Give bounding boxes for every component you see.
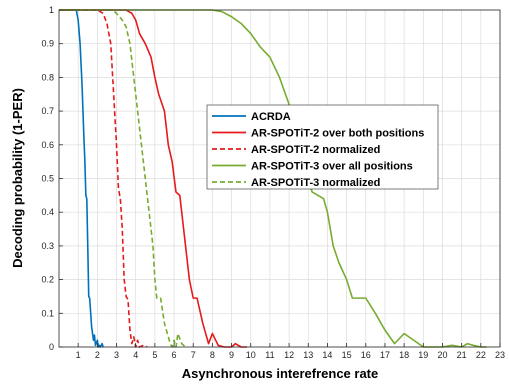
legend: ACRDA AR-SPOTiT-2 over both positions AR-S… — [206, 104, 439, 190]
series-line-1 — [59, 9, 247, 348]
x-tick-label: 1 — [76, 350, 81, 360]
x-tick-label: 16 — [361, 350, 371, 360]
x-axis-label: Asynchronous interefrence rate — [182, 366, 379, 381]
x-tick-label: 4 — [133, 350, 138, 360]
y-tick-label: 0.5 — [41, 174, 54, 184]
legend-box — [206, 104, 439, 190]
x-tick-label: 2 — [95, 350, 100, 360]
series-line-2 — [59, 9, 148, 348]
y-tick-label: 0 — [49, 342, 54, 352]
x-tick-label: 17 — [380, 350, 390, 360]
x-tick-label: 12 — [284, 350, 294, 360]
x-tick-label: 13 — [303, 350, 313, 360]
y-tick-label: 0.1 — [41, 308, 54, 318]
x-tick-label: 8 — [210, 350, 215, 360]
y-tick-label: 0.8 — [41, 72, 54, 82]
x-tick-label: 15 — [342, 350, 352, 360]
legend-label-4: AR-SPOTiT-3 normalized — [251, 177, 380, 189]
x-tick-label: 9 — [229, 350, 234, 360]
x-tick-label: 21 — [457, 350, 467, 360]
x-tick-label: 3 — [114, 350, 119, 360]
x-tick-label: 20 — [437, 350, 447, 360]
x-tick-label: 5 — [152, 350, 157, 360]
legend-label-2: AR-SPOTiT-2 normalized — [251, 144, 380, 156]
x-tick-label: 11 — [265, 350, 274, 360]
x-tick-label: 10 — [246, 350, 256, 360]
x-tick-label: 14 — [322, 350, 332, 360]
x-tick-label: 23 — [495, 350, 505, 360]
y-tick-label: 0.4 — [41, 207, 54, 217]
x-tick-label: 19 — [418, 350, 428, 360]
y-tick-label: 0.3 — [41, 241, 54, 251]
y-tick-label: 0.2 — [41, 275, 54, 285]
legend-label-0: ACRDA — [251, 111, 291, 123]
y-tick-label: 0.7 — [41, 106, 54, 116]
x-tick-label: 6 — [172, 350, 177, 360]
x-tick-label: 18 — [399, 350, 409, 360]
y-tick-label: 1 — [49, 5, 54, 15]
x-tick-label: 7 — [191, 350, 196, 360]
y-tick-label: 0.6 — [41, 140, 54, 150]
y-axis-label: Decoding probability (1-PER) — [10, 88, 25, 268]
y-tick-labels: 0 0.1 0.2 0.3 0.4 0.5 0.6 0.7 0.8 0.9 1 — [41, 5, 63, 352]
series-line-0 — [59, 9, 104, 348]
y-tick-label: 0.9 — [41, 39, 54, 49]
x-tick-labels: 1 2 3 4 5 6 7 8 9 10 11 12 13 14 15 16 17 18 19 20 21 22 23 — [76, 343, 505, 360]
legend-label-1: AR-SPOTiT-2 over both positions — [251, 128, 424, 140]
legend-label-3: AR-SPOTiT-3 over all positions — [251, 161, 413, 173]
x-tick-label: 22 — [476, 350, 486, 360]
series-line-4 — [59, 9, 187, 348]
